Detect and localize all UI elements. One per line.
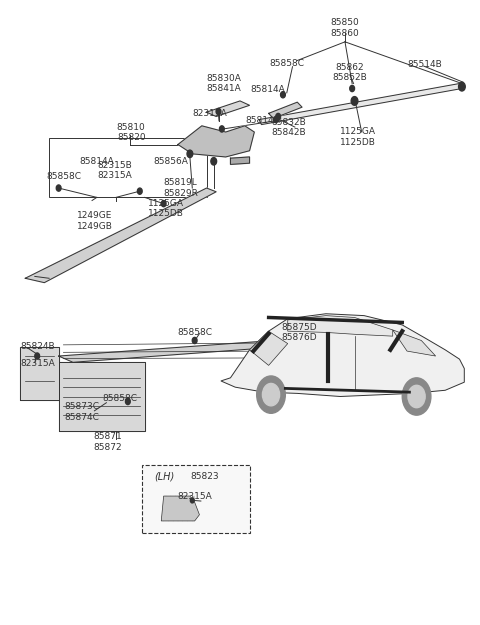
Circle shape [35,353,39,359]
Text: 85830A
85841A: 85830A 85841A [206,74,241,93]
Circle shape [187,150,193,158]
Circle shape [350,86,355,92]
Polygon shape [269,102,302,118]
Text: 1125GA
1125DB: 1125GA 1125DB [340,127,376,147]
Text: 85814A: 85814A [250,85,285,94]
Polygon shape [59,341,274,362]
Circle shape [408,385,425,408]
Polygon shape [393,330,436,356]
Circle shape [281,92,285,98]
Bar [49,138,206,198]
Circle shape [458,82,465,91]
Text: (LH): (LH) [154,471,174,481]
Circle shape [276,113,281,119]
Text: 85832B
85842B: 85832B 85842B [271,118,306,138]
Circle shape [219,126,224,132]
Text: 85875D
85876D: 85875D 85876D [282,322,317,342]
Text: 1125GA
1125DB: 1125GA 1125DB [148,199,184,218]
Polygon shape [206,101,250,116]
Circle shape [274,116,278,122]
Text: 85823: 85823 [190,472,218,481]
Text: 85873C
85874C: 85873C 85874C [64,402,99,422]
Text: 85514B: 85514B [408,61,443,69]
Circle shape [56,185,61,191]
Text: 82315A: 82315A [21,359,55,368]
Polygon shape [21,347,59,399]
Polygon shape [59,362,144,431]
Text: 85814A: 85814A [80,158,114,166]
Text: 85814A: 85814A [246,116,280,126]
Polygon shape [288,316,393,336]
Text: 82315A: 82315A [192,109,227,118]
Text: 85871
85872: 85871 85872 [93,432,122,452]
Text: 85862
85852B: 85862 85852B [332,62,367,82]
Circle shape [351,97,358,105]
Text: 85858C: 85858C [46,173,81,181]
Bar [142,465,250,533]
Text: 85858C: 85858C [102,394,137,403]
Text: 85856A: 85856A [154,158,188,166]
Text: 85819L
85829R: 85819L 85829R [163,178,198,198]
Text: 85858C: 85858C [177,328,212,337]
Text: 85824B: 85824B [21,342,55,351]
Polygon shape [259,84,462,124]
Text: 1249GE
1249GB: 1249GE 1249GB [77,211,113,231]
Circle shape [191,498,194,503]
Circle shape [161,201,166,207]
Text: 85810
85820: 85810 85820 [117,123,145,142]
Circle shape [192,338,197,344]
Circle shape [211,158,216,165]
Polygon shape [230,157,250,164]
Circle shape [257,376,285,413]
Circle shape [402,378,431,415]
Polygon shape [250,331,288,366]
Polygon shape [221,314,464,396]
Polygon shape [161,496,199,521]
Circle shape [263,383,280,406]
Text: 85858C: 85858C [269,59,304,68]
Text: 85850
85860: 85850 85860 [331,19,360,38]
Text: 82315B
82315A: 82315B 82315A [97,161,132,181]
Circle shape [137,188,142,194]
Polygon shape [25,188,216,282]
Circle shape [216,108,221,114]
Polygon shape [178,126,254,157]
Text: 82315A: 82315A [177,491,212,501]
Circle shape [125,398,130,404]
